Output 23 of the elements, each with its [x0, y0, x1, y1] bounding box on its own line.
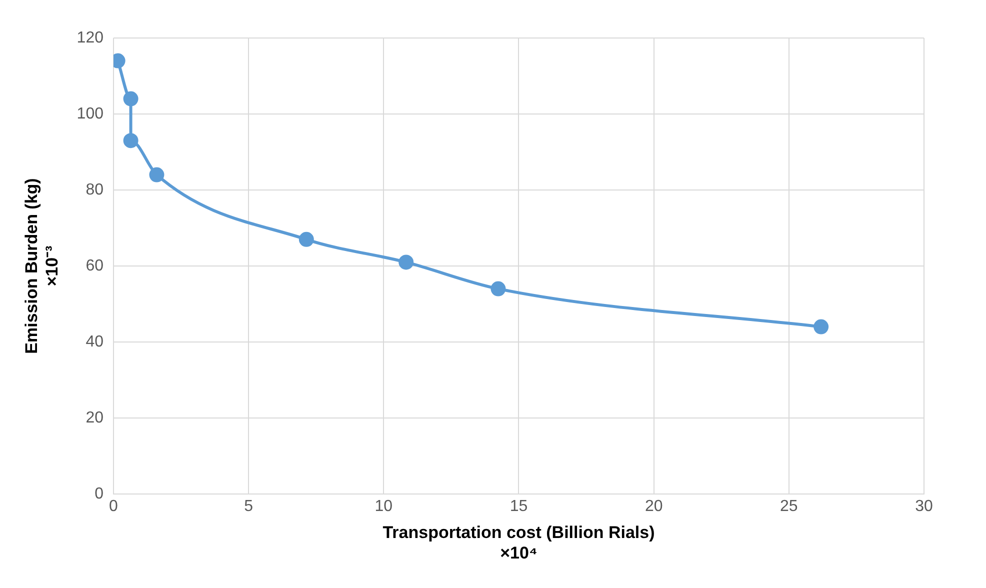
x-tick-label: 30	[915, 498, 933, 516]
y-tick-label: 40	[86, 333, 104, 350]
point	[123, 91, 138, 106]
x-axis-title: Transportation cost (Billion Rials) ×10⁴	[382, 523, 655, 562]
x-tick-label: 5	[244, 498, 254, 516]
y-axis-title: Emission Burden (kg) ×10⁻³	[22, 178, 62, 354]
point	[814, 319, 829, 334]
y-tick-label: 80	[86, 181, 104, 198]
point	[490, 281, 506, 296]
point	[149, 167, 164, 182]
x-tick-label: 25	[780, 498, 798, 516]
y-tick-label: 0	[94, 485, 104, 502]
point	[123, 133, 138, 148]
y-tick-label: 20	[86, 409, 104, 426]
x-tick-label: 15	[510, 498, 528, 516]
x-tick-label: 20	[644, 498, 663, 516]
x-tick-label: 0	[109, 498, 118, 516]
point	[398, 254, 414, 270]
y-tick-label: 60	[86, 257, 104, 274]
y-tick-label: 120	[76, 29, 104, 46]
point	[298, 232, 314, 247]
y-tick-label: 100	[76, 105, 104, 122]
x-tick-label: 10	[374, 498, 393, 516]
